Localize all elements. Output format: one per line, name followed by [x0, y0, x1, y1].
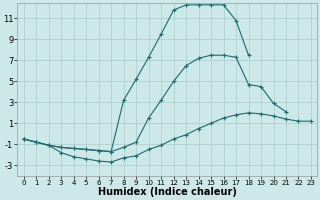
X-axis label: Humidex (Indice chaleur): Humidex (Indice chaleur) [98, 187, 237, 197]
